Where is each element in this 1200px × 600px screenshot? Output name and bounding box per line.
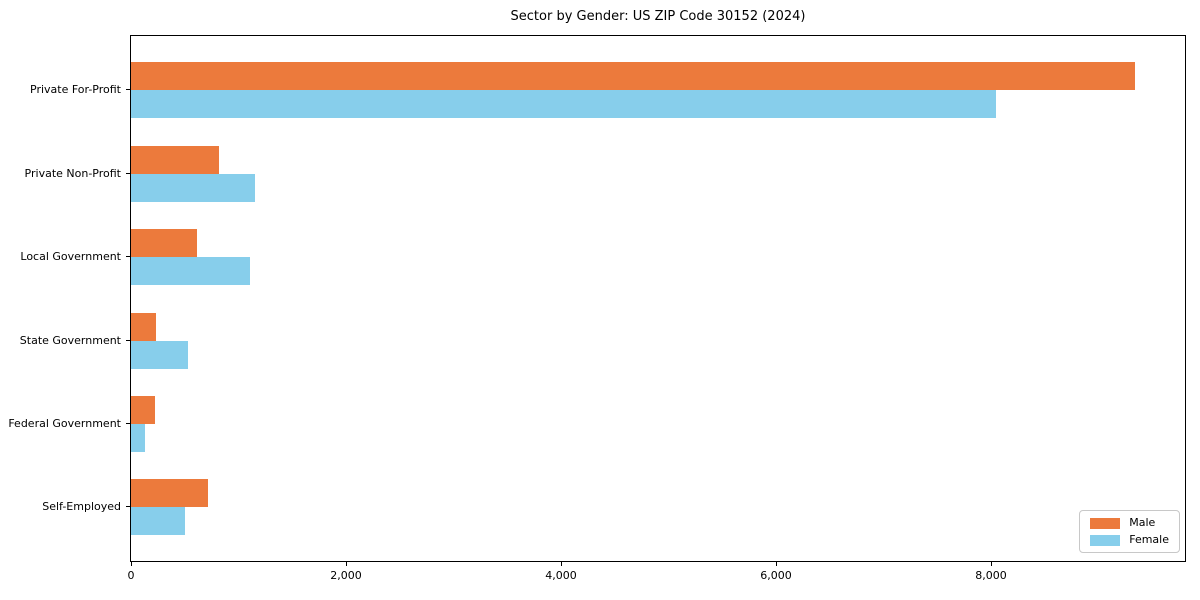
bar-male-private-for-profit [131,62,1135,91]
legend-label-male: Male [1129,516,1156,529]
legend-item-female: Female [1090,534,1169,546]
xtick-mark [776,562,777,566]
xtick-mark [346,562,347,566]
chart-title: Sector by Gender: US ZIP Code 30152 (202… [510,9,806,24]
legend-swatch-female [1090,534,1121,546]
xtick-mark [991,562,992,566]
xtick-label-4000: 4,000 [545,569,577,582]
xtick-label-6000: 6,000 [760,569,792,582]
bar-male-self-employed [131,479,208,508]
ytick-mark [126,339,130,341]
bar-female-federal-government [131,423,145,452]
bar-male-state-government [131,312,156,341]
bar-male-federal-government [131,395,155,424]
ytick-mark [126,422,130,424]
ytick-mark [126,89,130,91]
bar-female-local-government [131,257,250,286]
ytick-label-local-government: Local Government [20,250,121,264]
bar-female-state-government [131,340,188,369]
legend-swatch-male [1090,517,1121,529]
xtick-label-8000: 8,000 [975,569,1007,582]
xtick-mark [131,562,132,566]
ytick-label-private-non-profit: Private Non-Profit [24,166,121,180]
plot-area [130,35,1186,562]
legend-label-female: Female [1129,533,1169,546]
ytick-label-self-employed: Self-Employed [42,500,121,514]
ytick-mark [126,506,130,508]
ytick-label-private-for-profit: Private For-Profit [30,83,121,97]
bar-male-local-government [131,229,197,258]
legend-item-male: Male [1090,517,1169,529]
xtick-label-0: 0 [127,569,135,582]
xtick-label-2000: 2,000 [330,569,362,582]
ytick-mark [126,256,130,258]
ytick-mark [126,172,130,174]
bar-female-self-employed [131,507,185,536]
bar-male-private-non-profit [131,145,219,174]
xtick-mark [561,562,562,566]
bar-female-private-for-profit [131,90,996,119]
ytick-label-federal-government: Federal Government [8,416,121,430]
bar-female-private-non-profit [131,173,255,202]
legend: Male Female [1079,510,1180,553]
ytick-label-state-government: State Government [19,333,121,347]
